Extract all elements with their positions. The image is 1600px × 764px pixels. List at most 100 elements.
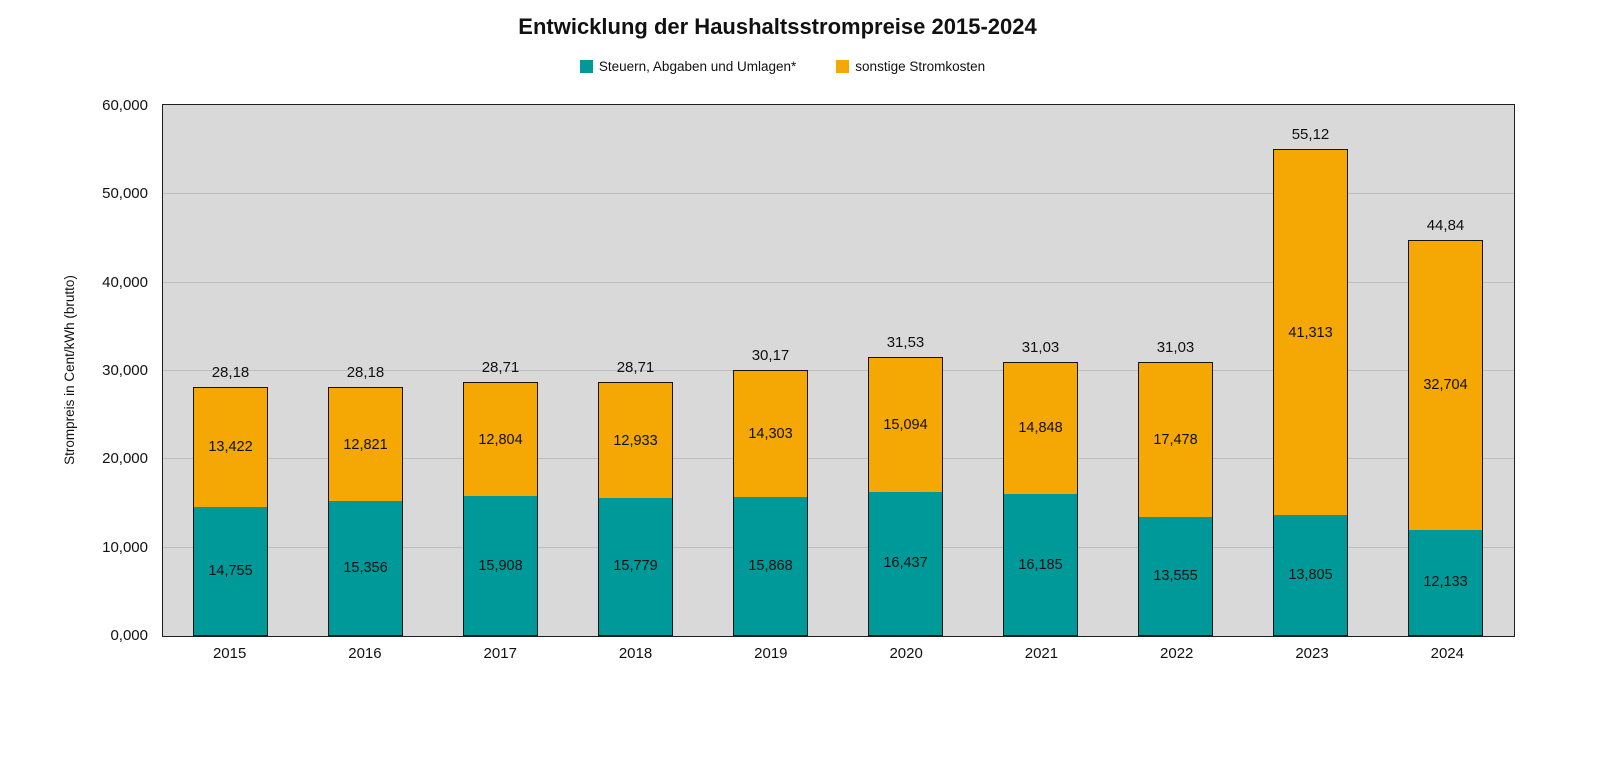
bar-segment-sonstige-2017: 12,804: [464, 383, 537, 497]
bar-segment-steuern-2015: 14,755: [194, 506, 267, 635]
bar-segment-steuern-2018: 15,779: [599, 497, 672, 635]
bar-group-2022: 17,478 13,555: [1138, 361, 1213, 636]
gridline-50,000: [163, 193, 1514, 195]
y-tick-label-40,000: 40,000: [102, 273, 148, 291]
x-axis-label-2022: 2022: [1160, 645, 1194, 662]
bar-segment-sonstige-2018: 12,933: [599, 383, 672, 498]
total-value-label-2019: 30,17: [751, 346, 790, 364]
bar-segment-sonstige-2020: 15,094: [869, 358, 942, 492]
segment-value-sonstige-2016: 12,821: [343, 436, 388, 453]
bar-slot-2023: 41,313 13,805 55,12: [1243, 105, 1378, 636]
legend-item-sonstige: sonstige Stromkosten: [836, 59, 985, 74]
total-value-label-2022: 31,03: [1156, 338, 1195, 356]
bar-group-2021: 14,848 16,185: [1003, 361, 1078, 636]
segment-value-steuern-2024: 12,133: [1423, 574, 1468, 591]
x-axis-labels: 2015 2016 2017 2018 2019 2020 2021 2022 2023 2024: [162, 645, 1515, 662]
total-value-label-2017: 28,71: [481, 359, 520, 377]
bar-segment-steuern-2017: 15,908: [464, 496, 537, 635]
segment-value-sonstige-2020: 15,094: [883, 417, 928, 434]
y-tick-label-50,000: 50,000: [102, 185, 148, 203]
segment-value-sonstige-2019: 14,303: [748, 425, 793, 442]
chart-title: Entwicklung der Haushaltsstrompreise 201…: [518, 14, 1037, 39]
y-tick-label-0,000: 0,000: [110, 627, 148, 644]
y-tick-label-10,000: 10,000: [102, 538, 148, 556]
x-axis-label-2023: 2023: [1295, 645, 1329, 662]
segment-value-steuern-2020: 16,437: [883, 555, 928, 572]
segment-value-steuern-2021: 16,185: [1018, 556, 1063, 573]
legend-label-steuern: Steuern, Abgaben und Umlagen*: [598, 59, 797, 74]
total-value-label-2020: 31,53: [886, 334, 925, 352]
gridline-30,000: [163, 370, 1514, 371]
x-axis-label-2020: 2020: [889, 645, 923, 662]
segment-value-sonstige-2021: 14,848: [1018, 420, 1063, 437]
bar-slot-2024: 32,704 12,133 44,84: [1378, 105, 1513, 636]
bar-group-2024: 32,704 12,133: [1408, 239, 1483, 636]
total-value-label-2021: 31,03: [1021, 338, 1060, 356]
segment-value-steuern-2019: 15,868: [748, 557, 793, 574]
segment-value-sonstige-2022: 17,478: [1153, 432, 1198, 449]
segment-value-steuern-2018: 15,779: [613, 558, 658, 575]
bar-segment-sonstige-2019: 14,303: [734, 370, 807, 497]
bar-group-2018: 12,933 15,779: [598, 382, 673, 636]
bar-segment-sonstige-2022: 17,478: [1139, 362, 1212, 518]
segment-value-sonstige-2017: 12,804: [478, 431, 523, 448]
bar-slot-2015: 13,422 14,755 28,18: [163, 105, 298, 636]
segment-value-steuern-2016: 15,356: [343, 560, 388, 577]
x-axis-label-2018: 2018: [618, 645, 653, 662]
bar-segment-steuern-2024: 12,133: [1409, 529, 1482, 635]
total-value-label-2018: 28,71: [616, 359, 655, 377]
bar-group-2020: 15,094 16,437: [868, 357, 943, 636]
x-axis-label-2024: 2024: [1430, 645, 1464, 662]
x-axis-label-2017: 2017: [483, 645, 517, 662]
segment-value-sonstige-2018: 12,933: [613, 432, 658, 449]
bar-group-2019: 14,303 15,868: [733, 369, 808, 636]
bar-slot-2019: 14,303 15,868 30,17: [703, 105, 838, 636]
plot-area: 13,422 14,755 28,18 12,821 15,356 28,18 12,804…: [162, 104, 1515, 637]
bar-group-2015: 13,422 14,755: [193, 387, 268, 636]
y-tick-label-60,000: 60,000: [102, 97, 148, 114]
segment-value-steuern-2015: 14,755: [208, 562, 253, 579]
bar-slot-2016: 12,821 15,356 28,18: [298, 105, 433, 636]
bar-segment-steuern-2019: 15,868: [734, 496, 807, 635]
bar-segment-steuern-2016: 15,356: [329, 501, 402, 635]
segment-value-steuern-2023: 13,805: [1288, 567, 1333, 584]
segment-value-sonstige-2015: 13,422: [208, 439, 253, 456]
bar-slot-2021: 14,848 16,185 31,03: [973, 105, 1108, 636]
segment-value-sonstige-2023: 41,313: [1288, 324, 1333, 341]
total-value-label-2015: 28,18: [211, 364, 250, 382]
bar-segment-sonstige-2023: 41,313: [1274, 150, 1347, 516]
gridline-40,000: [163, 281, 1514, 283]
legend-label-sonstige: sonstige Stromkosten: [855, 59, 986, 74]
bar-slot-2020: 15,094 16,437 31,53: [838, 105, 973, 636]
bar-segment-steuern-2023: 13,805: [1274, 515, 1347, 635]
legend: Steuern, Abgaben und Umlagen* sonstige S…: [0, 59, 1565, 74]
total-value-label-2016: 28,18: [346, 364, 385, 382]
segment-value-steuern-2017: 15,908: [478, 557, 523, 574]
bar-slot-2018: 12,933 15,779 28,71: [568, 105, 703, 636]
bar-group-2023: 41,313 13,805: [1273, 149, 1348, 636]
segment-value-sonstige-2024: 32,704: [1423, 377, 1468, 394]
x-axis-label-2019: 2019: [754, 645, 788, 662]
bar-group-2017: 12,804 15,908: [463, 382, 538, 636]
bar-segment-sonstige-2024: 32,704: [1409, 240, 1482, 530]
legend-swatch-sonstige-icon: [836, 60, 850, 73]
bar-slot-2022: 17,478 13,555 31,03: [1108, 105, 1243, 636]
total-value-label-2023: 55,12: [1291, 126, 1330, 144]
segment-value-steuern-2022: 13,555: [1153, 568, 1198, 585]
legend-item-steuern: Steuern, Abgaben und Umlagen*: [579, 59, 797, 74]
bar-segment-steuern-2022: 13,555: [1139, 517, 1212, 635]
bar-segment-sonstige-2021: 14,848: [1004, 362, 1077, 495]
x-axis-label-2016: 2016: [348, 645, 382, 662]
y-tick-label-20,000: 20,000: [102, 450, 148, 468]
x-axis-label-2021: 2021: [1024, 645, 1059, 662]
gridline-20,000: [163, 458, 1514, 460]
bar-segment-steuern-2021: 16,185: [1004, 494, 1077, 635]
total-value-label-2024: 44,84: [1426, 216, 1465, 234]
y-tick-label-30,000: 30,000: [102, 362, 148, 379]
x-axis-label-2015: 2015: [212, 645, 247, 662]
bar-segment-sonstige-2016: 12,821: [329, 388, 402, 502]
bar-slot-2017: 12,804 15,908 28,71: [433, 105, 568, 636]
bar-segment-sonstige-2015: 13,422: [194, 388, 267, 507]
legend-swatch-steuern-icon: [579, 60, 593, 73]
